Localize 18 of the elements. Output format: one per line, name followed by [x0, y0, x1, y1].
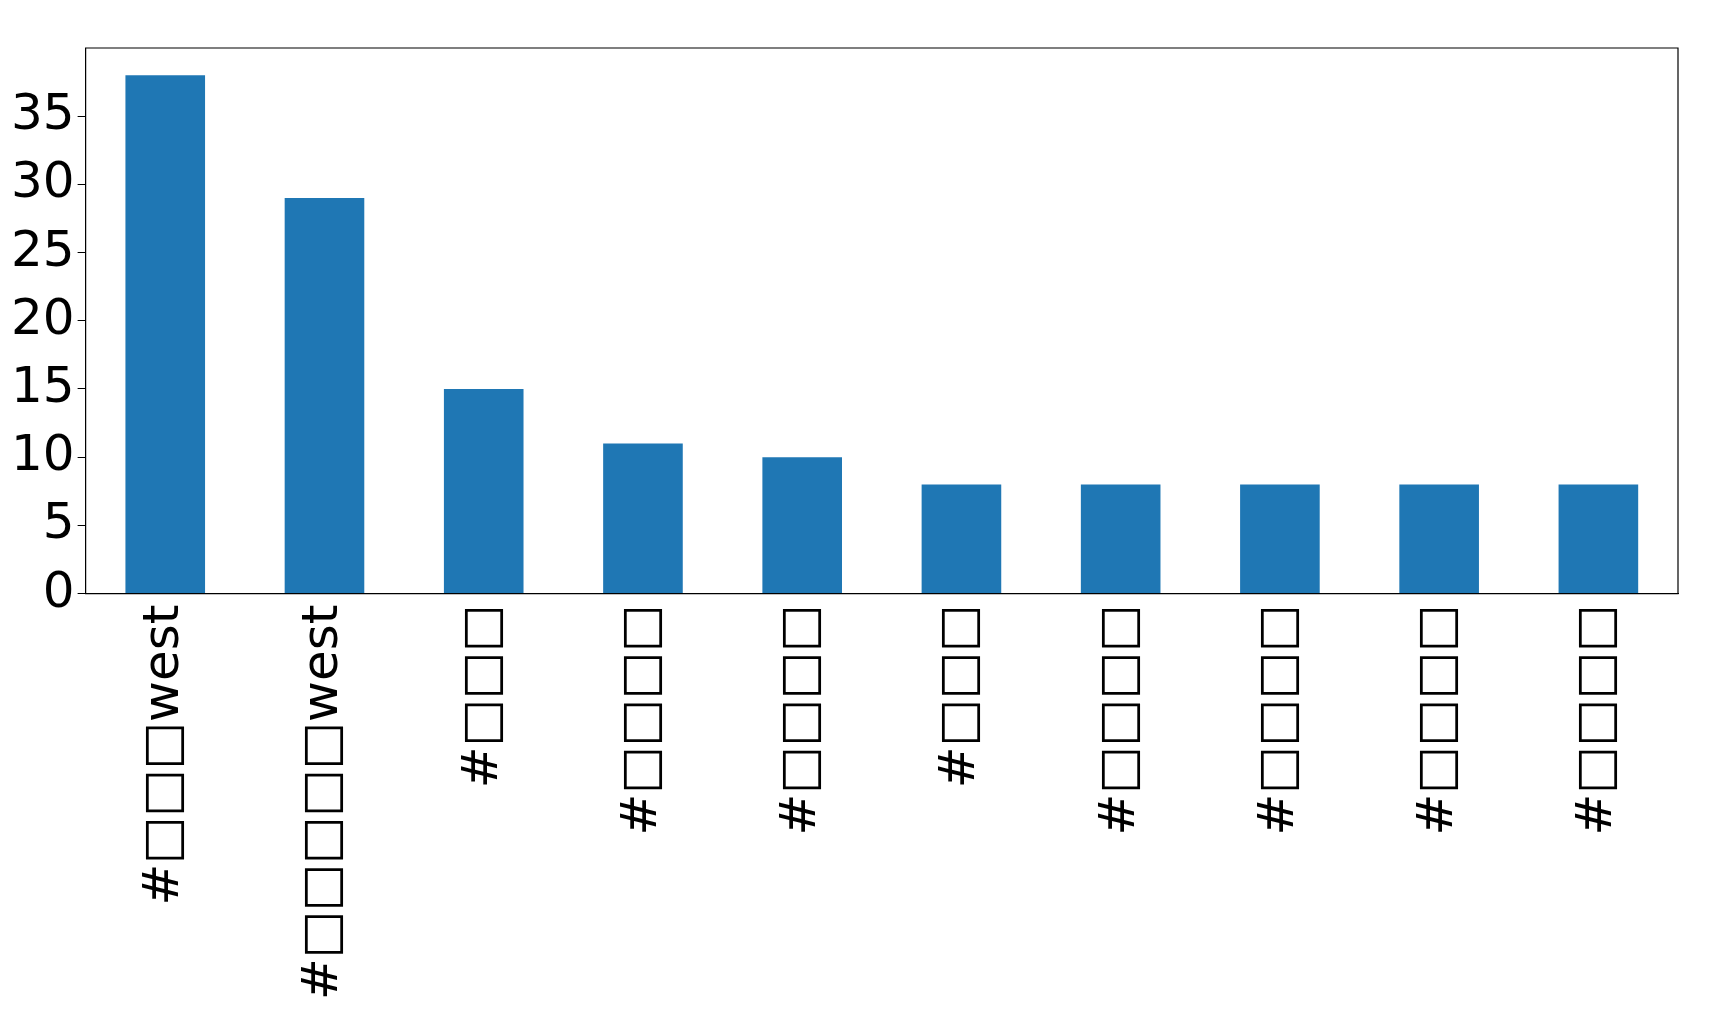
x-tick-label: #□□□ [450, 604, 509, 789]
y-tick-label: 35 [11, 83, 75, 142]
y-tick-label: 20 [11, 287, 75, 346]
x-tick-label: #□□□□ [1246, 604, 1305, 836]
x-tick-label: #□□□□ [1087, 604, 1146, 836]
y-tick-label: 25 [11, 219, 75, 278]
y-tick-label: 0 [42, 560, 75, 619]
x-tick-label: #□□□□ [1406, 604, 1465, 836]
x-tick-label: #□□□□ [609, 604, 668, 836]
y-tick-label: 15 [11, 355, 75, 414]
x-tick-label: #□□□□ [1565, 604, 1624, 836]
y-tick-label: 5 [42, 492, 75, 551]
x-tick-label: #□□□west [132, 604, 191, 906]
x-tick-label: #□□□ [928, 604, 987, 789]
x-tick-label: #□□□□ [769, 604, 828, 836]
x-tick-label: #□□□□□west [291, 604, 350, 1001]
y-tick-label: 30 [11, 151, 75, 210]
y-tick-label: 10 [11, 424, 75, 483]
